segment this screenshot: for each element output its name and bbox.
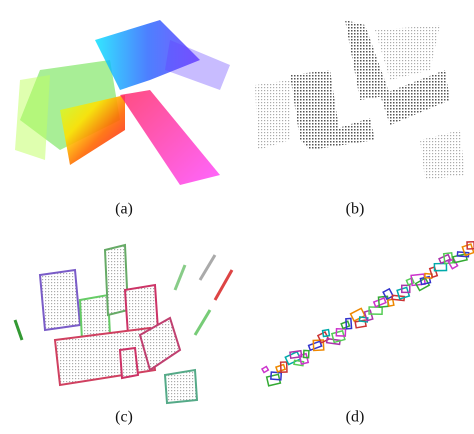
figure: (a) (b) (c) (d) [0, 0, 474, 434]
point-cloud [290, 70, 340, 140]
caption: (d) [346, 409, 365, 426]
plane [351, 308, 365, 321]
point-cloud [15, 75, 50, 160]
plane-edge [195, 310, 210, 335]
point-cloud [375, 25, 440, 80]
plane [388, 299, 394, 306]
plane [309, 341, 322, 350]
plane [165, 370, 197, 403]
plane [406, 278, 413, 285]
caption: (b) [346, 201, 365, 218]
plane [262, 367, 268, 373]
panel-images [15, 20, 474, 403]
caption: (a) [115, 201, 133, 218]
plane-edge [15, 320, 22, 340]
plane-edge [175, 265, 185, 290]
plane [430, 267, 438, 277]
plane [397, 287, 409, 299]
plane [40, 270, 80, 330]
point-cloud [255, 80, 290, 150]
page: {"panels": [{"caption": "(a)"}, {"captio… [0, 0, 474, 434]
plane [120, 348, 138, 378]
plane [105, 245, 128, 315]
plane-edge [215, 270, 232, 300]
point-cloud [420, 130, 465, 180]
point-cloud [165, 40, 230, 90]
caption: (c) [115, 409, 133, 426]
point-cloud [120, 90, 220, 185]
plane [462, 244, 473, 255]
plane [294, 360, 304, 365]
plane-edge [200, 255, 215, 280]
plane [434, 263, 446, 270]
